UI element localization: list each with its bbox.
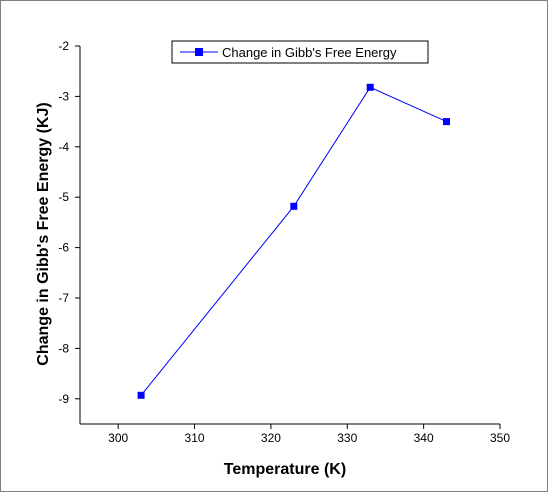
x-tick-label: 340	[414, 431, 434, 445]
x-tick-label: 300	[108, 431, 128, 445]
y-tick-label: -3	[58, 89, 69, 103]
legend-marker-sample	[195, 48, 203, 56]
x-tick-label: 330	[337, 431, 357, 445]
y-axis-ticks: -2 -3 -4 -5 -6 -7 -8 -9	[58, 39, 80, 406]
x-axis-title: Temperature (K)	[224, 461, 346, 478]
plot-frame	[79, 46, 500, 425]
y-tick-label: -8	[58, 341, 69, 355]
data-point	[443, 118, 450, 126]
legend-box	[171, 40, 429, 64]
data-point	[137, 391, 145, 399]
series-line	[140, 86, 447, 396]
y-tick-label: -2	[58, 39, 69, 53]
y-axis-title: Change in Gibb's Free Energy (KJ)	[35, 102, 52, 365]
y-tick-label: -7	[58, 291, 69, 305]
data-point	[290, 202, 298, 210]
legend-label: Change in Gibb's Free Energy	[222, 45, 397, 60]
y-tick-label: -4	[58, 140, 69, 154]
x-axis-ticks: 300 310 320 330 340 350	[108, 424, 510, 445]
series-layer	[137, 83, 450, 399]
series-markers	[137, 83, 450, 399]
legend: Change in Gibb's Free Energy	[171, 40, 429, 64]
x-tick-label: 310	[185, 431, 205, 445]
x-tick-label: 320	[261, 431, 281, 445]
y-tick-label: -9	[58, 392, 69, 406]
y-tick-label: -6	[58, 241, 69, 255]
data-point	[366, 83, 374, 91]
y-tick-label: -5	[58, 190, 69, 204]
x-tick-label: 350	[490, 431, 510, 445]
